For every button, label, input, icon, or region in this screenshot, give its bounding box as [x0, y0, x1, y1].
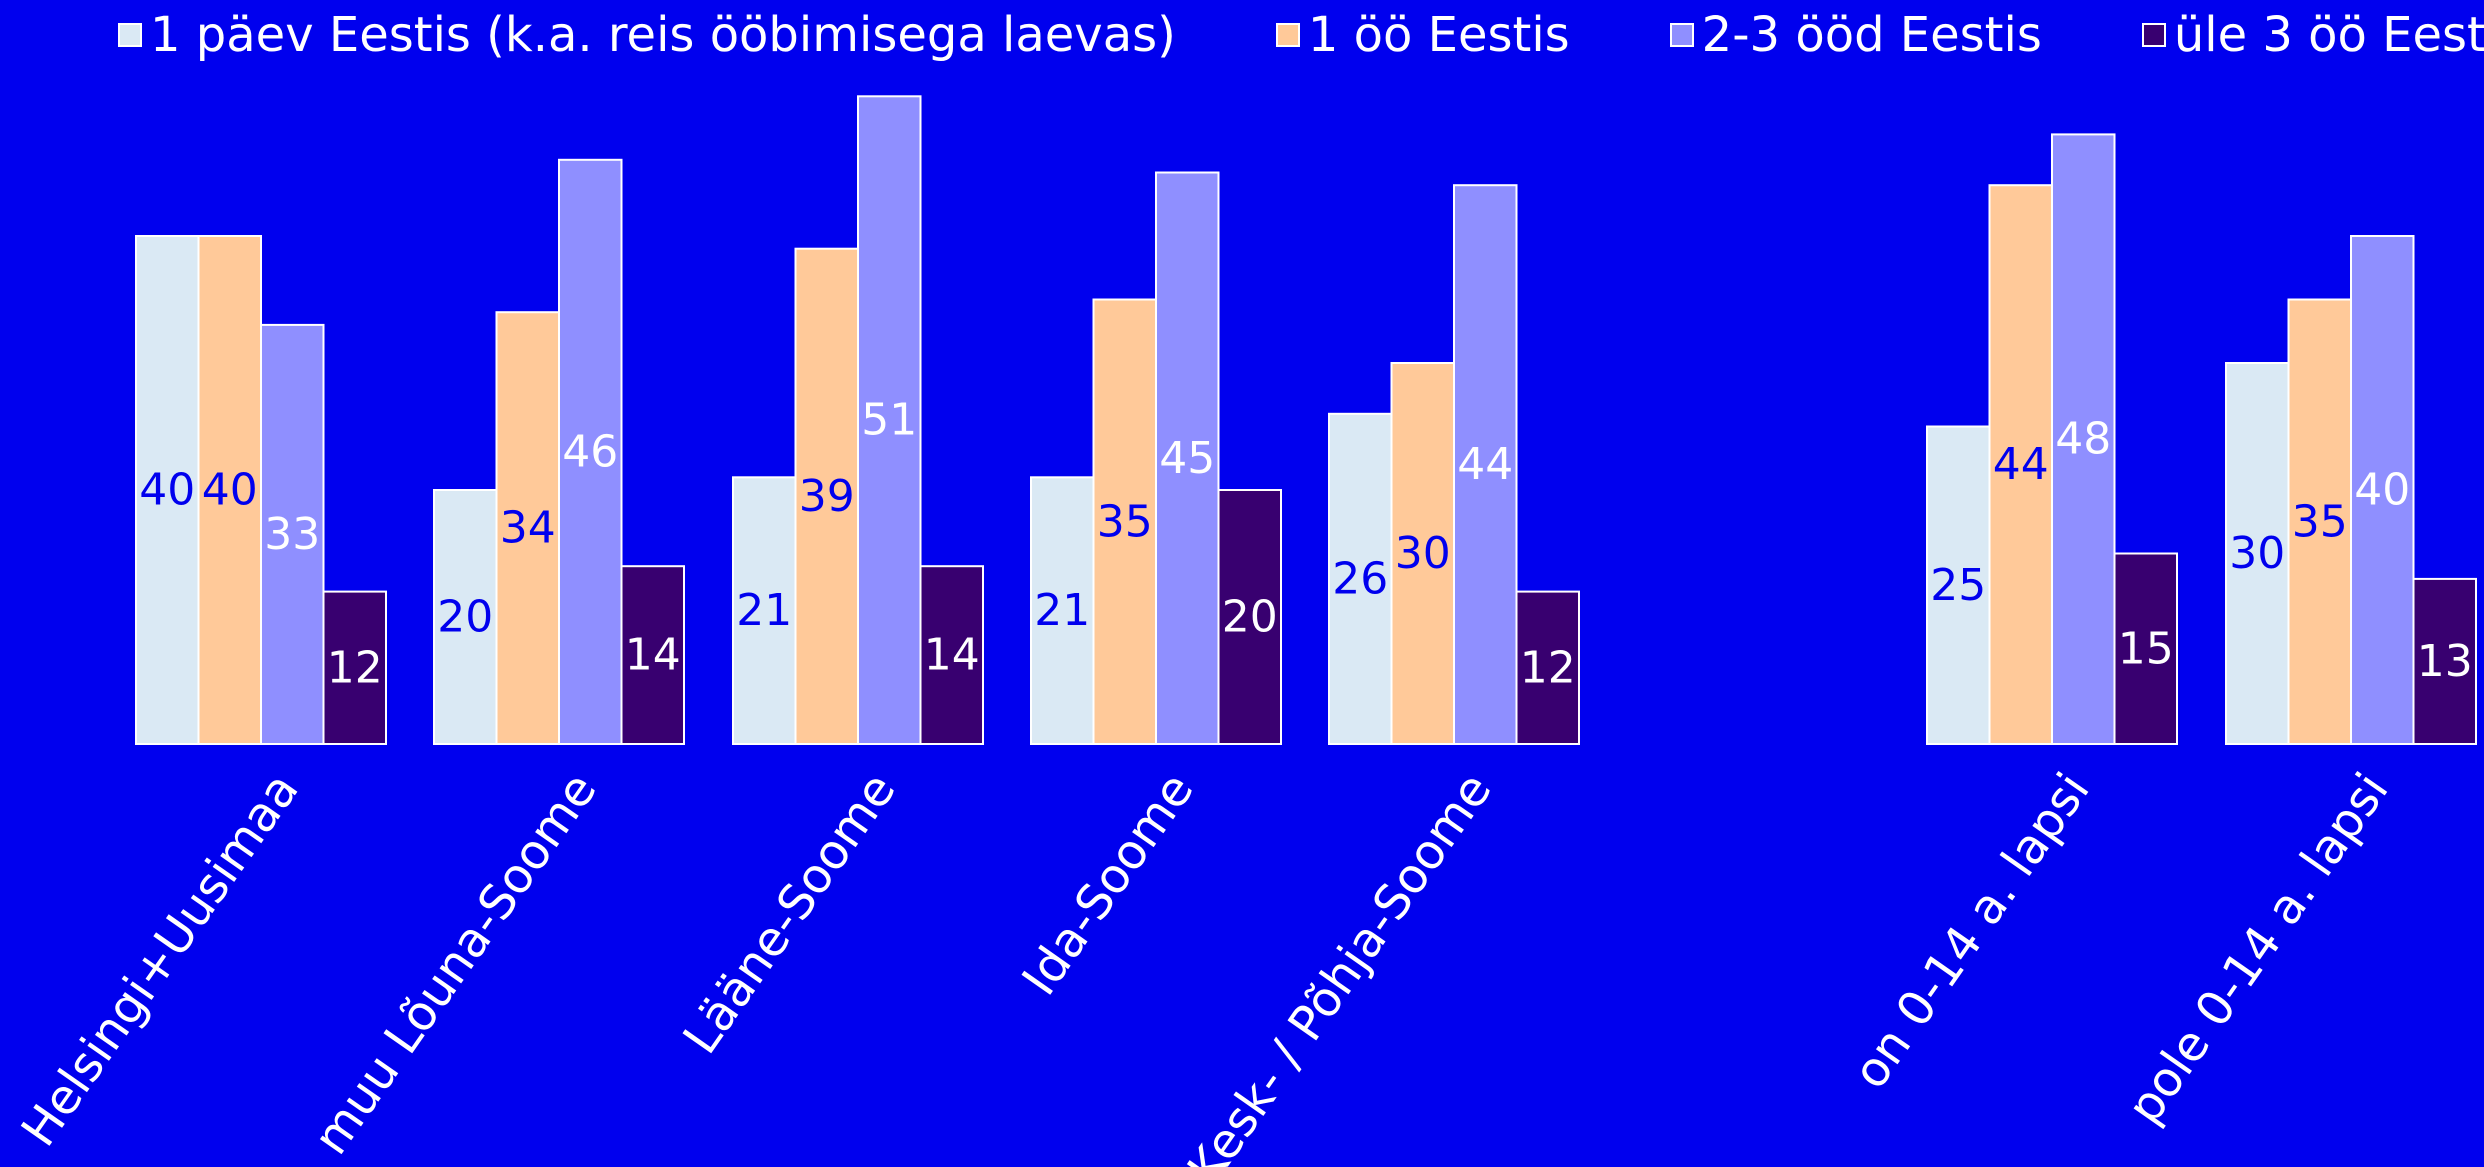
x-tick-label: pole 0-14 a. lapsi: [2117, 763, 2400, 1134]
data-label: 45: [1159, 433, 1215, 484]
data-label: 30: [1395, 528, 1451, 579]
data-label: 35: [2292, 496, 2348, 547]
data-label: 34: [500, 503, 556, 554]
data-label: 14: [924, 630, 980, 681]
data-label: 39: [799, 471, 855, 522]
data-label: 21: [1034, 585, 1090, 636]
data-label: 33: [264, 509, 320, 560]
data-label: 40: [139, 465, 195, 516]
data-label: 40: [2354, 465, 2410, 516]
data-label: 20: [1222, 592, 1278, 643]
data-label: 25: [1930, 560, 1986, 611]
data-label: 44: [1993, 439, 2049, 490]
data-label: 12: [327, 642, 383, 693]
data-label: 35: [1097, 496, 1153, 547]
x-tick-label: Helsingi+Uusimaa: [11, 763, 310, 1157]
data-label: 20: [437, 592, 493, 643]
data-label: 12: [1520, 642, 1576, 693]
data-label: 40: [202, 465, 258, 516]
x-tick-label: muu Lõuna-Soome: [303, 763, 608, 1165]
data-label: 26: [1332, 553, 1388, 604]
data-label: 21: [736, 585, 792, 636]
x-tick-label: Kesk- / Põhja-Soome: [1177, 763, 1503, 1167]
data-label: 46: [562, 426, 618, 477]
x-tick-label: Ida-Soome: [1011, 763, 1204, 1006]
x-tick-label: Lääne-Soome: [672, 763, 906, 1064]
data-label: 15: [2118, 623, 2174, 674]
x-tick-label: on 0-14 a. lapsi: [1842, 763, 2101, 1099]
data-label: 13: [2417, 636, 2473, 687]
data-label: 48: [2055, 414, 2111, 465]
data-label: 14: [625, 630, 681, 681]
data-label: 51: [861, 395, 917, 446]
data-label: 44: [1457, 439, 1513, 490]
data-label: 30: [2229, 528, 2285, 579]
